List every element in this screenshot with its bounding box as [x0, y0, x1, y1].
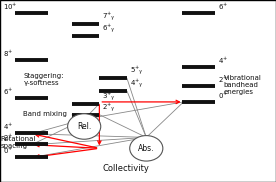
Text: Rel.: Rel.	[77, 122, 91, 131]
Text: 0$^{+}$: 0$^{+}$	[218, 91, 228, 101]
Ellipse shape	[68, 114, 101, 139]
Text: 2$^{+}$: 2$^{+}$	[3, 132, 13, 143]
Text: Staggering:
γ-softness: Staggering: γ-softness	[23, 73, 64, 86]
Text: Collectivity: Collectivity	[102, 164, 149, 173]
Text: 8$^{+}$: 8$^{+}$	[3, 49, 13, 59]
Text: 5$^{+}$$_{γ}$: 5$^{+}$$_{γ}$	[130, 65, 144, 77]
Ellipse shape	[130, 136, 163, 161]
Text: 6$^{+}$: 6$^{+}$	[218, 1, 228, 12]
Text: Band mixing: Band mixing	[23, 111, 67, 117]
Text: 2$^{+}$: 2$^{+}$	[218, 74, 228, 85]
Text: 10$^{+}$: 10$^{+}$	[3, 1, 17, 12]
Text: 4$^{+}$$_{γ}$: 4$^{+}$$_{γ}$	[130, 77, 144, 90]
Text: 6$^{+}$: 6$^{+}$	[3, 87, 13, 97]
Text: 2$^{+}$$_{γ}$: 2$^{+}$$_{γ}$	[102, 101, 116, 114]
Text: 3$^{+}$$_{γ}$: 3$^{+}$$_{γ}$	[102, 90, 116, 103]
Text: 0$^{+}$: 0$^{+}$	[3, 145, 13, 156]
Text: Abs.: Abs.	[138, 144, 155, 153]
Text: 4$^{+}$: 4$^{+}$	[218, 56, 228, 66]
Text: Vibrational
bandhead
energies: Vibrational bandhead energies	[224, 75, 261, 95]
Text: 4$^{+}$: 4$^{+}$	[3, 122, 13, 132]
Text: Rotational
spacing: Rotational spacing	[1, 136, 36, 149]
Text: 6$^{+}$$_{γ}$: 6$^{+}$$_{γ}$	[102, 23, 116, 35]
Text: 7$^{+}$$_{γ}$: 7$^{+}$$_{γ}$	[102, 10, 116, 23]
